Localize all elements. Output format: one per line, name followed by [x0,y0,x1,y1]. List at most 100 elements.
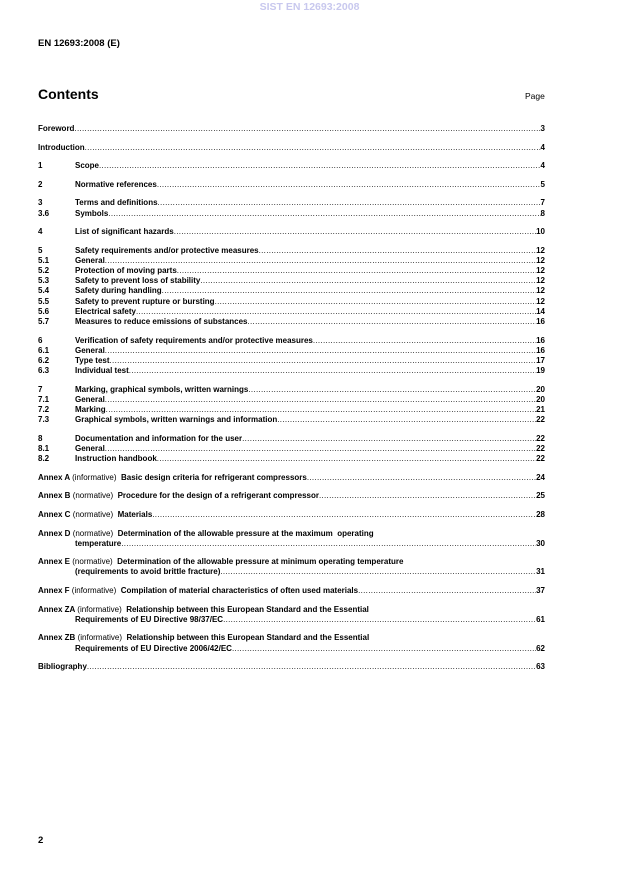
toc-line: 3.6 Symbols..............................… [38,209,545,219]
entry-title: General [75,444,105,454]
toc-entry[interactable]: Annex A (informative) Basic design crite… [38,473,545,483]
dot-leader: ........................................… [312,335,536,345]
dot-leader: ........................................… [135,306,537,316]
toc-entry[interactable]: 7.2 Marking..............................… [38,405,545,415]
toc-entry[interactable]: 4 List of significant hazards............… [38,227,545,237]
entry-page: 25 [536,491,545,501]
toc-line: 7.2 Marking..............................… [38,405,545,415]
dot-leader: ........................................… [173,227,537,237]
toc-entry[interactable]: 5.4 Safety during handling...............… [38,286,545,296]
toc-group: Introduction............................… [38,143,545,153]
toc-entry[interactable]: 8 Documentation and information for the u… [38,434,545,444]
toc-line: Requirements of EU Directive 2006/42/EC.… [38,644,545,654]
toc-group: Annex C (normative) Materials...........… [38,510,545,520]
toc-entry[interactable]: 5.2 Protection of moving parts...........… [38,266,545,276]
dot-leader: ........................................… [306,472,536,482]
toc-entry[interactable]: 5.3 Safety to prevent loss of stability..… [38,276,545,286]
toc-entry[interactable]: 8.1 General..............................… [38,444,545,454]
entry-title: Annex A (informative) Basic design crite… [38,473,307,483]
toc-group: Annex ZB (informative) Relationship betw… [38,633,545,653]
toc-group: Annex E (normative) Determination of the… [38,557,545,577]
entry-title: Protection of moving parts [75,266,177,276]
entry-title: Measures to reduce emissions of substanc… [75,316,248,326]
toc-entry[interactable]: 5.1 General..............................… [38,256,545,266]
entry-page: 4 [540,161,545,171]
entry-title: Scope [75,161,100,171]
toc-entry[interactable]: Annex ZB (informative) Relationship betw… [38,633,545,653]
toc-line: Annex C (normative) Materials...........… [38,510,545,520]
annex-title: Compilation of material characteristics … [120,586,359,596]
toc-group: Annex A (informative) Basic design crite… [38,473,545,483]
toc-entry[interactable]: Annex F (informative) Compilation of mat… [38,586,545,596]
toc-entry[interactable]: Annex ZA (informative) Relationship betw… [38,605,545,625]
toc-entry[interactable]: 6.1 General..............................… [38,346,545,356]
annex-title: Determination of the allowable pressure … [117,528,374,538]
toc-line: 1 Scope..................................… [38,161,545,171]
entry-page: 31 [536,567,545,577]
entry-title: Introduction [38,142,85,152]
dot-leader: ........................................… [152,509,536,519]
toc-line: Annex A (informative) Basic design crite… [38,473,545,483]
toc-entry[interactable]: Annex D (normative) Determination of the… [38,529,545,549]
annex-label: Annex B [38,491,71,501]
entry-page: 12 [536,276,545,286]
toc-entry[interactable]: Bibliography............................… [38,662,545,672]
toc-entry[interactable]: 6.3 Individual test......................… [38,366,545,376]
dot-leader: ........................................… [128,366,536,376]
annex-title: Relationship between this European Stand… [126,604,369,614]
toc-entry[interactable]: 3 Terms and definitions..................… [38,198,545,208]
toc-entry[interactable]: 7.3 Graphical symbols, written warnings a… [38,415,545,425]
toc-entry[interactable]: 3.6 Symbols..............................… [38,209,545,219]
entry-title: Documentation and information for the us… [75,433,243,443]
entry-title: Safety to prevent rupture or bursting [75,296,215,306]
toc-entry[interactable]: 5.6 Electrical safety....................… [38,307,545,317]
toc-entry[interactable]: 5 Safety requirements and/or protective m… [38,246,545,256]
toc-group: 4 List of significant hazards............… [38,227,545,237]
toc-entry[interactable]: 2 Normative references...................… [38,180,545,190]
toc-line: 5.5 Safety to prevent rupture or bursting… [38,297,545,307]
entry-page: 17 [536,355,545,365]
entry-page: 22 [536,454,545,464]
entry-page: 12 [536,296,545,306]
toc-entry[interactable]: 6.2 Type test............................… [38,356,545,366]
entry-continuation: Requirements of EU Directive 98/37/EC [75,614,224,624]
entry-title: Verification of safety requirements and/… [75,335,313,345]
toc-line: 6 Verification of safety requirements and… [38,336,545,346]
toc-line: 5.1 General..............................… [38,256,545,266]
toc-entry[interactable]: 6 Verification of safety requirements and… [38,336,545,346]
toc-entry[interactable]: 5.5 Safety to prevent rupture or bursting… [38,297,545,307]
toc-entry[interactable]: 7.1 General..............................… [38,395,545,405]
entry-page: 16 [536,335,545,345]
toc-entry[interactable]: Introduction............................… [38,143,545,153]
toc-group: Bibliography............................… [38,662,545,672]
toc-line: Annex ZB (informative) Relationship betw… [38,633,545,643]
entry-number: 8 [38,433,43,443]
toc-entry[interactable]: Annex E (normative) Determination of the… [38,557,545,577]
toc-line: Annex E (normative) Determination of the… [38,557,545,567]
toc-group: 6 Verification of safety requirements and… [38,336,545,377]
toc-group: Annex B (normative) Procedure for the de… [38,491,545,501]
toc-line: Annex D (normative) Determination of the… [38,529,545,539]
entry-number: 7 [38,384,43,394]
toc-group: 3 Terms and definitions..................… [38,198,545,218]
toc-entry[interactable]: Annex B (normative) Procedure for the de… [38,491,545,501]
toc-entry[interactable]: Annex C (normative) Materials...........… [38,510,545,520]
toc-entry[interactable]: 8.2 Instruction handbook.................… [38,454,545,464]
entry-title: Annex ZA (informative) Relationship betw… [38,605,369,615]
toc-group: 1 Scope..................................… [38,161,545,171]
toc-line: 6.3 Individual test......................… [38,366,545,376]
toc-entry[interactable]: 7 Marking, graphical symbols, written war… [38,385,545,395]
indent [38,539,75,549]
entry-page: 19 [536,366,545,376]
entry-number: 6.3 [38,366,50,376]
toc-line: 7.1 General..............................… [38,395,545,405]
entry-title: Annex B (normative) Procedure for the de… [38,491,319,501]
indent [38,644,75,654]
toc-entry[interactable]: 1 Scope..................................… [38,161,545,171]
toc-entry[interactable]: Foreword................................… [38,124,545,134]
entry-number: 5.7 [38,316,50,326]
toc-entry[interactable]: 5.7 Measures to reduce emissions of subst… [38,317,545,327]
entry-number: 8.1 [38,444,50,454]
entry-page: 21 [536,405,545,415]
dot-leader: ........................................… [104,444,537,454]
